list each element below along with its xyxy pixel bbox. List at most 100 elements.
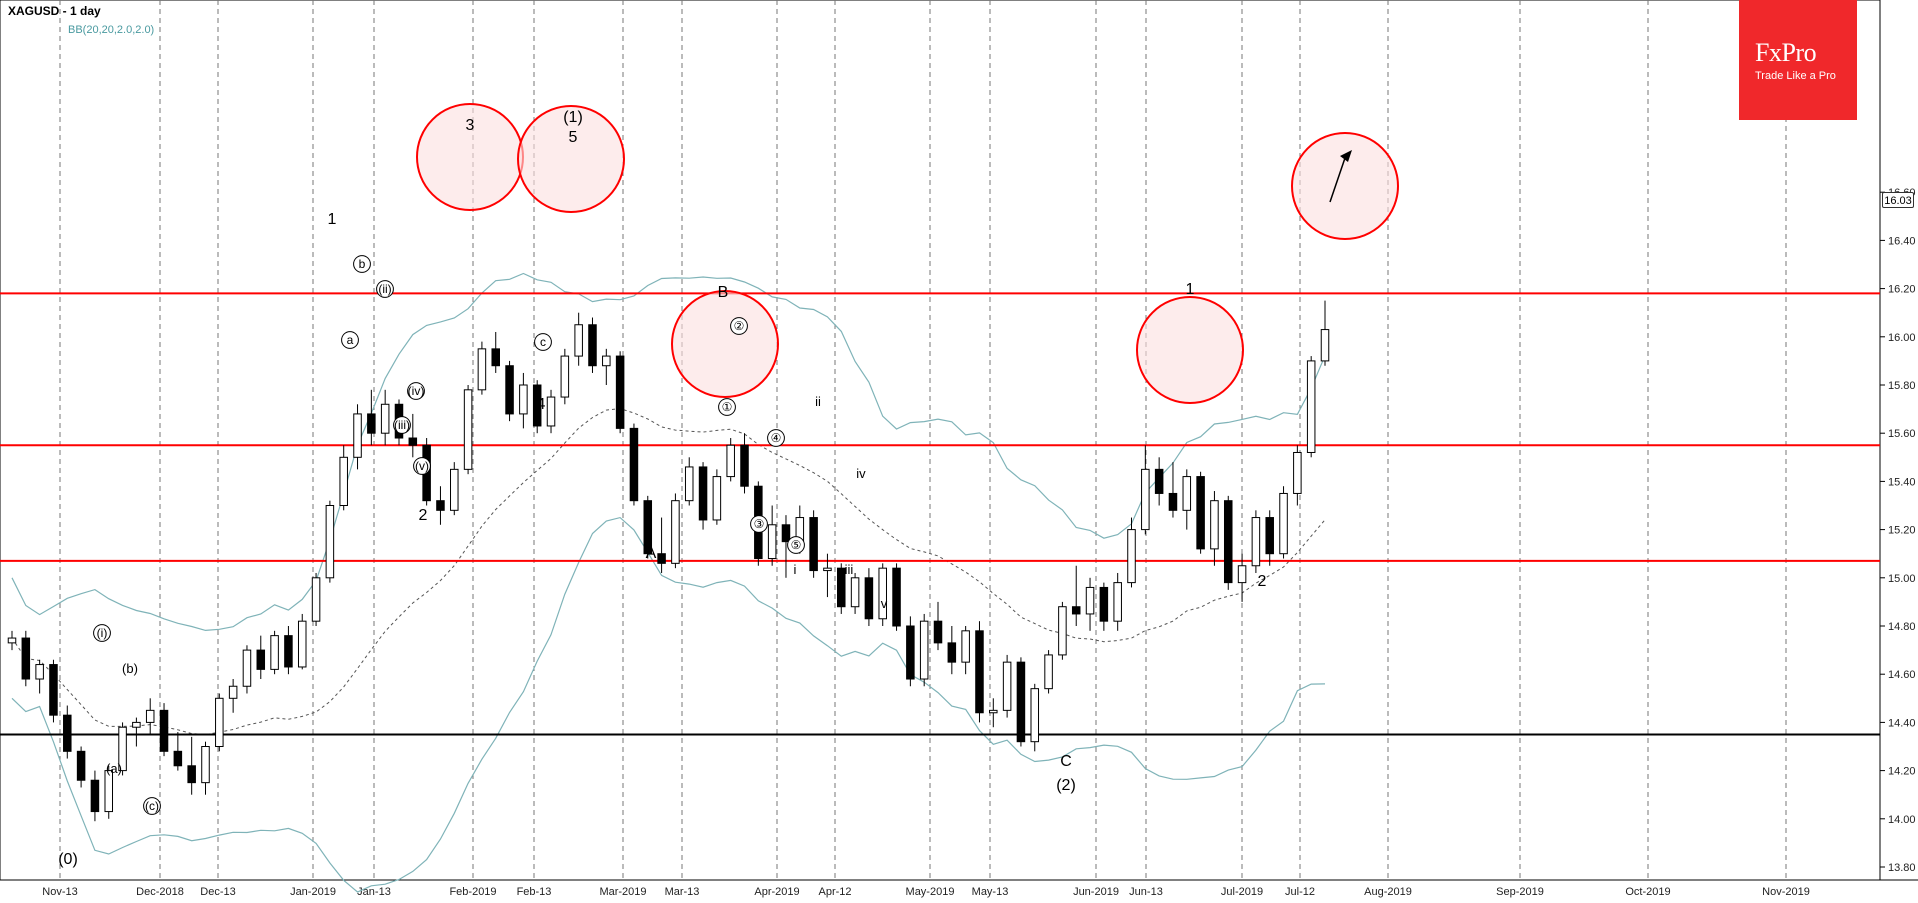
- candle-body: [1251, 517, 1261, 567]
- candle-body: [712, 476, 722, 521]
- x-tick-label: Apr-2019: [754, 886, 799, 898]
- wave-label: C: [1060, 753, 1072, 770]
- x-tick-label: Mar-13: [665, 886, 700, 898]
- wave-label: v: [881, 596, 888, 611]
- projection-arrowhead: [1340, 150, 1352, 162]
- wave-label-circle: [718, 398, 736, 416]
- candle-body: [450, 468, 459, 511]
- candle-body: [463, 389, 473, 470]
- candle-body: [436, 500, 445, 511]
- candle-body: [519, 384, 528, 415]
- candle-body: [1265, 517, 1274, 555]
- candle-body: [574, 324, 583, 357]
- candle-body: [63, 714, 72, 752]
- logo-name: FxPro: [1755, 38, 1817, 67]
- candle-body: [892, 567, 901, 627]
- candle-body: [215, 697, 224, 747]
- wave-label-circle: [376, 280, 394, 298]
- candle-body: [491, 348, 500, 367]
- candle-body: [850, 577, 860, 608]
- wave-label: (a): [106, 761, 122, 776]
- highlight-circle: [1291, 132, 1399, 240]
- candle-body: [90, 779, 100, 813]
- x-tick-label: Jul-2019: [1221, 886, 1263, 898]
- candle-body: [919, 620, 929, 680]
- x-tick-label: Dec-13: [200, 886, 235, 898]
- x-tick-label: Nov-2019: [1762, 886, 1810, 898]
- x-tick-label: May-13: [972, 886, 1009, 898]
- candle-body: [284, 635, 293, 668]
- candle-body: [408, 437, 418, 446]
- wave-label: a: [347, 333, 354, 347]
- wave-label-circle: [767, 429, 785, 447]
- wave-label-circle: [353, 255, 371, 273]
- wave-label-circle: [787, 536, 805, 554]
- candle-body: [1293, 451, 1302, 494]
- y-tick-label: 15.80: [1888, 380, 1916, 392]
- wave-label: (v): [415, 459, 429, 473]
- candle-body: [1237, 565, 1247, 584]
- candle-body: [1127, 529, 1136, 584]
- wave-label-circle: [393, 416, 411, 434]
- candle-body: [1071, 606, 1081, 615]
- candle-body: [49, 664, 58, 716]
- y-tick-label: 16.00: [1888, 332, 1916, 344]
- candle-body: [380, 403, 390, 434]
- candle-body: [159, 709, 169, 752]
- candle-body: [1044, 654, 1053, 690]
- candle-body: [975, 630, 984, 714]
- candle-body: [615, 355, 625, 429]
- last-price-badge: 16.03: [1882, 192, 1914, 208]
- x-tick-label: Oct-2019: [1625, 886, 1670, 898]
- wave-label-circle: [143, 797, 161, 815]
- candle-body: [104, 770, 114, 813]
- candle-body: [311, 577, 321, 622]
- candle-body: [823, 567, 832, 572]
- x-tick-label: Mar-2019: [599, 886, 646, 898]
- wave-label-circle: [341, 331, 359, 349]
- candle-body: [989, 709, 998, 714]
- wave-label: B: [718, 284, 729, 301]
- candle-body: [933, 620, 943, 644]
- candle-body: [242, 649, 252, 687]
- y-tick-label: 16.40: [1888, 235, 1916, 247]
- x-tick-label: Feb-13: [517, 886, 552, 898]
- candle-body: [118, 726, 127, 772]
- candle-body: [256, 649, 266, 670]
- candle-body: [809, 517, 818, 572]
- candle-body: [228, 685, 238, 699]
- wave-label: (2): [1056, 777, 1076, 794]
- x-tick-label: May-2019: [906, 886, 955, 898]
- wave-label: 3: [466, 117, 475, 134]
- plot-frame: [0, 0, 1881, 881]
- wave-label: ①: [722, 400, 733, 414]
- wave-label: ⑤: [791, 538, 802, 552]
- candle-body: [1099, 586, 1109, 622]
- wave-label: (i): [97, 626, 108, 640]
- candle-body: [698, 466, 708, 521]
- wave-label: 2: [419, 507, 428, 524]
- x-tick-label: Jul-12: [1285, 886, 1315, 898]
- candle-body: [671, 500, 680, 564]
- wave-label: (1): [563, 109, 583, 126]
- wave-label: A: [646, 545, 657, 562]
- candle-body: [657, 553, 666, 564]
- candle-body: [1279, 492, 1288, 555]
- candle-body: [187, 765, 196, 784]
- wave-label: 5: [569, 129, 578, 146]
- candle-body: [906, 625, 915, 680]
- indicator-label: BB(20,20,2.0,2.0): [68, 24, 155, 36]
- candle-body: [270, 635, 279, 670]
- candle-body: [1306, 360, 1316, 453]
- y-tick-label: 14.80: [1888, 621, 1916, 633]
- y-tick-label: 15.60: [1888, 428, 1916, 440]
- candle-body: [1113, 582, 1122, 622]
- candle-body: [1210, 500, 1219, 550]
- x-tick-label: Feb-2019: [449, 886, 496, 898]
- wave-label: 1: [1186, 281, 1195, 298]
- x-tick-label: Jun-2019: [1073, 886, 1119, 898]
- wave-label: (iv): [408, 384, 425, 398]
- wave-label: b: [359, 257, 366, 271]
